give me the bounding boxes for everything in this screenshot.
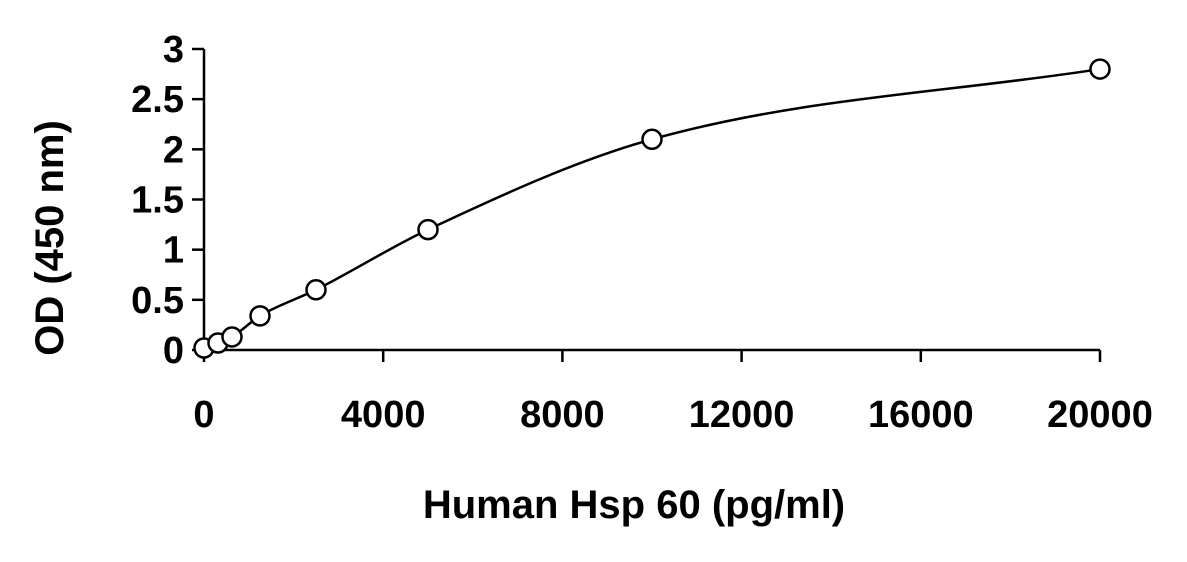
y-tick-label: 0.5 — [131, 280, 184, 322]
fit-curve — [203, 67, 1101, 350]
y-tick-label: 1 — [163, 230, 184, 272]
y-tick-label: 1.5 — [131, 180, 184, 222]
x-tick-label: 12000 — [689, 394, 795, 436]
data-points-layer — [193, 58, 1111, 359]
data-point — [249, 305, 271, 327]
x-tick-label: 8000 — [520, 394, 605, 436]
y-axis-title: OD (450 nm) — [28, 120, 72, 356]
x-tick-label: 16000 — [868, 394, 974, 436]
data-point — [1089, 58, 1111, 80]
x-axis: 0 4000 8000 12000 16000 20000 — [193, 348, 1153, 436]
data-point — [641, 128, 663, 151]
x-tick-label: 20000 — [1047, 394, 1153, 436]
y-tick-label: 3 — [163, 29, 184, 71]
y-tick-label: 2 — [163, 129, 184, 171]
x-axis-title: Human Hsp 60 (pg/ml) — [423, 483, 845, 527]
fit-curve-layer — [203, 67, 1101, 350]
y-axis: 0 0.5 1 1.5 2 2.5 3 — [131, 29, 206, 372]
data-point — [417, 218, 439, 241]
data-point — [221, 326, 243, 348]
x-tick-label: 0 — [193, 394, 214, 436]
y-tick-label: 0 — [163, 330, 184, 372]
y-tick-label: 2.5 — [131, 79, 184, 121]
x-tick-label: 4000 — [341, 394, 426, 436]
data-point — [305, 279, 327, 301]
